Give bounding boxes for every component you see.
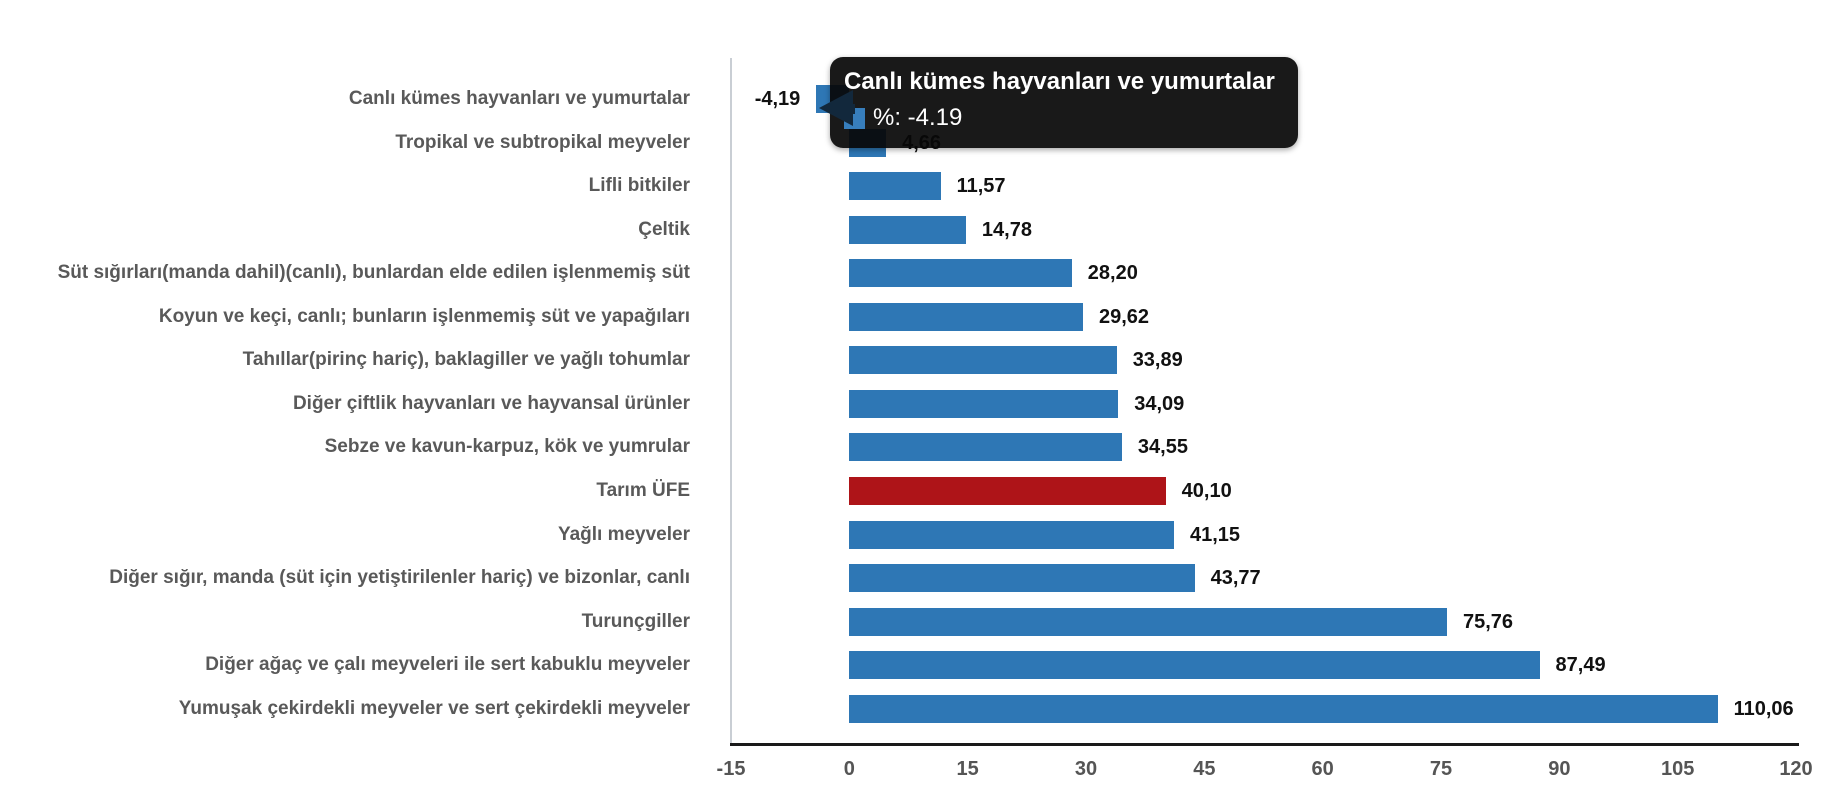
x-axis-tick-label: 30	[1074, 758, 1098, 780]
bar-value-label: 110,06	[1733, 697, 1794, 720]
bar[interactable]	[849, 520, 1174, 549]
bar[interactable]	[849, 389, 1119, 418]
bar-highlighted[interactable]	[849, 476, 1166, 505]
x-axis-tick-label: -15	[716, 758, 746, 780]
bar[interactable]	[849, 651, 1540, 680]
x-axis-tick-label: 120	[1779, 758, 1813, 780]
x-axis-tick-label: 75	[1429, 758, 1453, 780]
category-label: Tarım ÜFE	[596, 479, 690, 501]
bar-value-label: 75,76	[1462, 610, 1514, 633]
tooltip-title: Canlı kümes hayvanları ve yumurtalar	[844, 68, 1275, 95]
x-axis-tick-label: 60	[1311, 758, 1334, 780]
category-label: Tahıllar(pirinç hariç), baklagiller ve y…	[242, 349, 690, 371]
category-label: Turunçgiller	[581, 610, 690, 632]
x-axis-tick-label: 0	[843, 758, 855, 780]
bar[interactable]	[849, 694, 1718, 723]
category-label: Sebze ve kavun-karpuz, kök ve yumrular	[324, 436, 690, 458]
bar-value-label: 29,62	[1099, 305, 1150, 328]
bar[interactable]	[849, 259, 1072, 288]
bar-value-label: 33,89	[1132, 349, 1183, 372]
bar[interactable]	[849, 607, 1447, 636]
bar[interactable]	[849, 433, 1122, 462]
bar[interactable]	[849, 215, 966, 244]
x-axis-tick-label: 105	[1660, 758, 1695, 780]
category-label: Diğer çiftlik hayvanları ve hayvansal ür…	[292, 392, 690, 414]
x-axis-line	[730, 743, 1799, 746]
y-axis-line	[730, 58, 732, 745]
bar-value-label: 11,57	[956, 175, 1006, 198]
bar-value-label: 34,55	[1137, 436, 1188, 459]
bar-value-label: 41,15	[1189, 523, 1241, 546]
category-label: Koyun ve keçi, canlı; bunların işlenmemi…	[158, 305, 690, 327]
bar[interactable]	[849, 564, 1195, 593]
category-label: Diğer sığır, manda (süt için yetiştirile…	[109, 567, 690, 589]
bar[interactable]	[849, 302, 1083, 331]
bar[interactable]	[849, 346, 1117, 375]
bar-value-label: -4,19	[754, 88, 801, 110]
bar-value-label: 14,78	[981, 218, 1032, 241]
category-label: Lifli bitkiler	[588, 175, 690, 197]
category-label: Canlı kümes hayvanları ve yumurtalar	[348, 88, 690, 109]
tooltip-value: %: -4.19	[873, 104, 963, 131]
category-label: Süt sığırları(manda dahil)(canlı), bunla…	[57, 262, 690, 284]
bar-value-label: 43,77	[1210, 567, 1261, 590]
category-label: Yağlı meyveler	[557, 523, 690, 545]
category-label: Yumuşak çekirdekli meyveler ve sert çeki…	[178, 697, 690, 719]
bar-value-label: 28,20	[1087, 262, 1138, 285]
tooltip: Canlı kümes hayvanları ve yumurtalar %: …	[830, 57, 1298, 148]
x-axis-tick-label: 45	[1193, 758, 1216, 780]
x-axis-tick-label: 90	[1548, 758, 1571, 780]
bar-value-label: 87,49	[1555, 654, 1606, 677]
mouse-cursor-icon	[819, 90, 855, 126]
bar-value-label: 40,10	[1181, 479, 1232, 502]
tooltip-row: %: -4.19	[844, 104, 1284, 132]
category-label: Çeltik	[638, 218, 690, 240]
category-label: Tropikal ve subtropikal meyveler	[395, 131, 690, 153]
bar[interactable]	[849, 172, 941, 201]
x-axis-tick-label: 15	[956, 758, 979, 780]
bar-value-label: 34,09	[1134, 392, 1185, 415]
category-label: Diğer ağaç ve çalı meyveleri ile sert ka…	[205, 654, 690, 676]
